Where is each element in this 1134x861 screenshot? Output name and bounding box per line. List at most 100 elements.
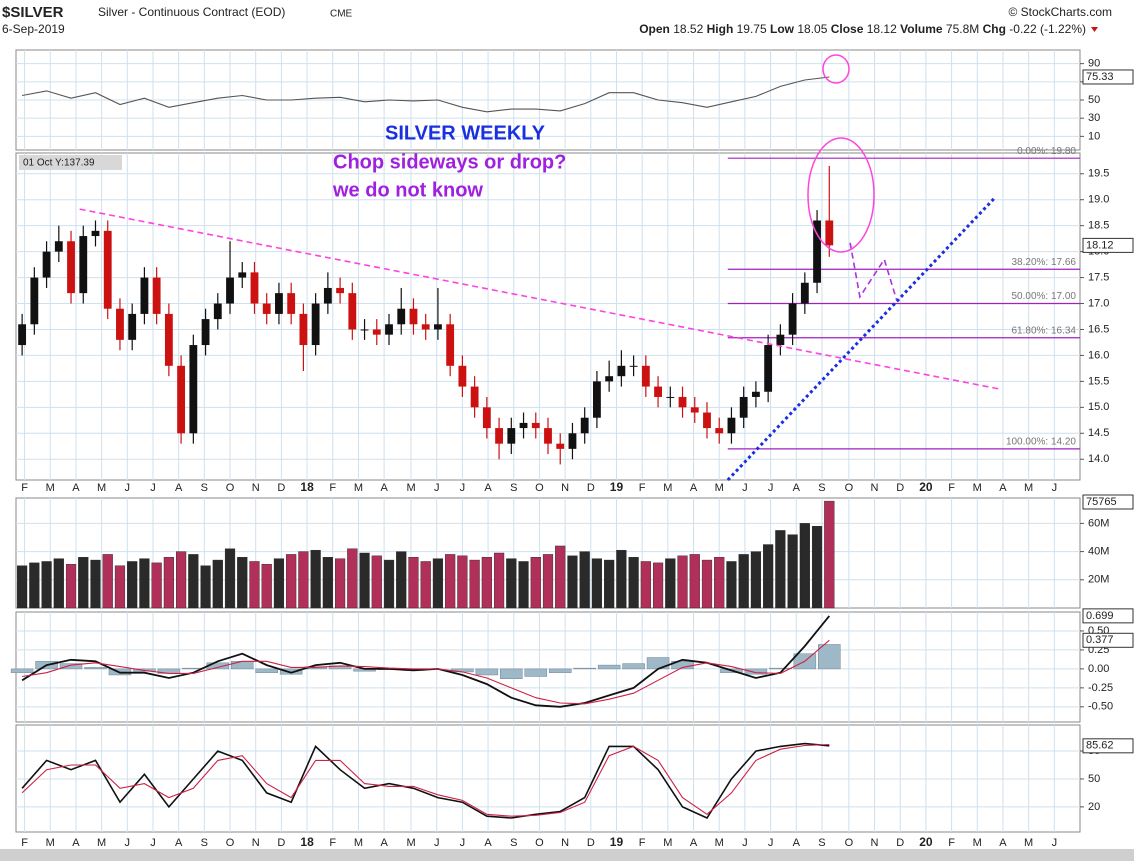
x-tick-label: M — [354, 837, 363, 849]
volume-bar — [310, 549, 321, 609]
candle-body — [250, 272, 259, 304]
x-tick-label: M — [1024, 482, 1033, 494]
date: 6-Sep-2019 — [2, 22, 65, 36]
x-tick-label: J — [150, 482, 156, 494]
volume-bar — [481, 557, 492, 609]
x-tick-label: A — [484, 837, 492, 849]
candle-body — [764, 345, 773, 392]
candle-body — [128, 313, 137, 340]
candle-body — [666, 396, 675, 398]
candle-body — [739, 396, 748, 418]
candle-body — [67, 241, 75, 294]
x-tick-label: F — [21, 837, 28, 849]
candle-body — [813, 220, 821, 283]
x-tick-label: S — [818, 837, 825, 849]
volume-bar — [469, 559, 480, 609]
y-tick-label: 90 — [1088, 58, 1100, 70]
candle-body — [103, 230, 112, 309]
histogram-bar — [597, 664, 621, 670]
volume-bar — [237, 557, 248, 609]
x-tick-label: D — [896, 837, 904, 849]
footer-bar — [0, 849, 1134, 861]
volume-bar — [432, 558, 444, 609]
volume-bar — [677, 555, 688, 609]
fib-label: 50.00%: 17.00 — [1012, 291, 1077, 302]
volume-bar — [396, 551, 407, 609]
histogram-bar — [10, 668, 34, 673]
x-tick-label: D — [277, 837, 285, 849]
candle-body — [690, 407, 699, 413]
x-tick-label: A — [380, 837, 388, 849]
close-value: 18.12 — [867, 22, 897, 36]
x-tick-label: F — [948, 837, 955, 849]
value-box-label: 85.62 — [1086, 740, 1114, 752]
candle-body — [372, 329, 381, 335]
x-tick-label: J — [434, 837, 440, 849]
y-tick-label: -0.25 — [1088, 682, 1113, 694]
x-tick-label: O — [845, 837, 854, 849]
volume-bar — [445, 554, 456, 609]
volume-bar — [139, 558, 150, 609]
x-tick-label: J — [125, 482, 131, 494]
volume-bar — [29, 562, 40, 609]
histogram-bar — [646, 657, 670, 670]
candle-body — [507, 428, 516, 444]
candle-body — [617, 365, 626, 377]
x-tick-label: A — [72, 837, 80, 849]
x-tick-label: O — [535, 482, 544, 494]
volume-bar — [714, 557, 725, 609]
volume-bar — [811, 526, 823, 609]
x-tick-label: M — [97, 482, 106, 494]
candle-body — [678, 396, 687, 408]
candle-body — [164, 313, 173, 366]
y-tick-label: 19.0 — [1088, 194, 1109, 206]
x-tick-label: N — [252, 482, 260, 494]
x-tick-label: 19 — [610, 835, 624, 849]
candle-body — [544, 428, 552, 444]
y-tick-label: 18.5 — [1088, 220, 1109, 232]
candle-body — [54, 241, 63, 252]
histogram-bar — [500, 668, 523, 680]
histogram-bar — [59, 663, 83, 670]
candle-body — [189, 345, 198, 434]
volume-bar — [591, 558, 603, 609]
histogram-bar — [769, 667, 792, 670]
x-tick-label: A — [175, 482, 183, 494]
candle-body — [275, 293, 283, 314]
candle-body — [446, 324, 455, 366]
highlight-ellipse — [822, 54, 850, 84]
volume-bar — [298, 551, 309, 609]
candle-body — [385, 324, 393, 335]
x-tick-label: M — [354, 482, 363, 494]
volume-bar — [273, 558, 285, 609]
x-tick-label: J — [460, 837, 466, 849]
x-tick-label: N — [561, 482, 569, 494]
symbol: $SILVER — [2, 4, 64, 21]
y-tick-label: 0.00 — [1088, 663, 1109, 675]
histogram-bar — [475, 668, 499, 676]
candle-body — [18, 324, 27, 346]
candle-body — [152, 277, 161, 314]
volume-bar — [420, 561, 431, 609]
candle-body — [531, 422, 540, 429]
volume-bar — [457, 555, 468, 609]
value-box-label: 0.699 — [1086, 610, 1114, 622]
candle-body — [42, 251, 51, 278]
low-label: Low — [770, 22, 795, 36]
chg-value: -0.22 (-1.22%) — [1009, 22, 1086, 36]
y-tick-label: 17.0 — [1088, 297, 1109, 309]
x-tick-label: M — [663, 837, 672, 849]
y-tick-label: 50 — [1088, 773, 1100, 785]
volume-bar — [53, 558, 64, 609]
chg-label: Chg — [983, 22, 1006, 36]
candle-body — [593, 381, 601, 418]
candle-body — [715, 428, 724, 434]
crosshair-label: 01 Oct Y:137.39 — [23, 158, 95, 169]
instrument-name: Silver - Continuous Contract (EOD) — [98, 5, 285, 19]
candle-body — [519, 422, 528, 429]
histogram-bar — [548, 668, 572, 673]
x-tick-label: 20 — [919, 835, 933, 849]
candle-body — [421, 324, 430, 330]
volume-bar — [689, 554, 700, 609]
volume-bar — [628, 557, 639, 609]
